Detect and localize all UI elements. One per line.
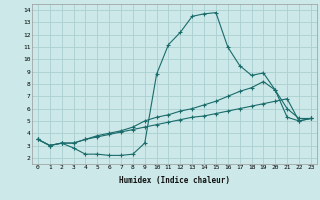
X-axis label: Humidex (Indice chaleur): Humidex (Indice chaleur): [119, 176, 230, 185]
